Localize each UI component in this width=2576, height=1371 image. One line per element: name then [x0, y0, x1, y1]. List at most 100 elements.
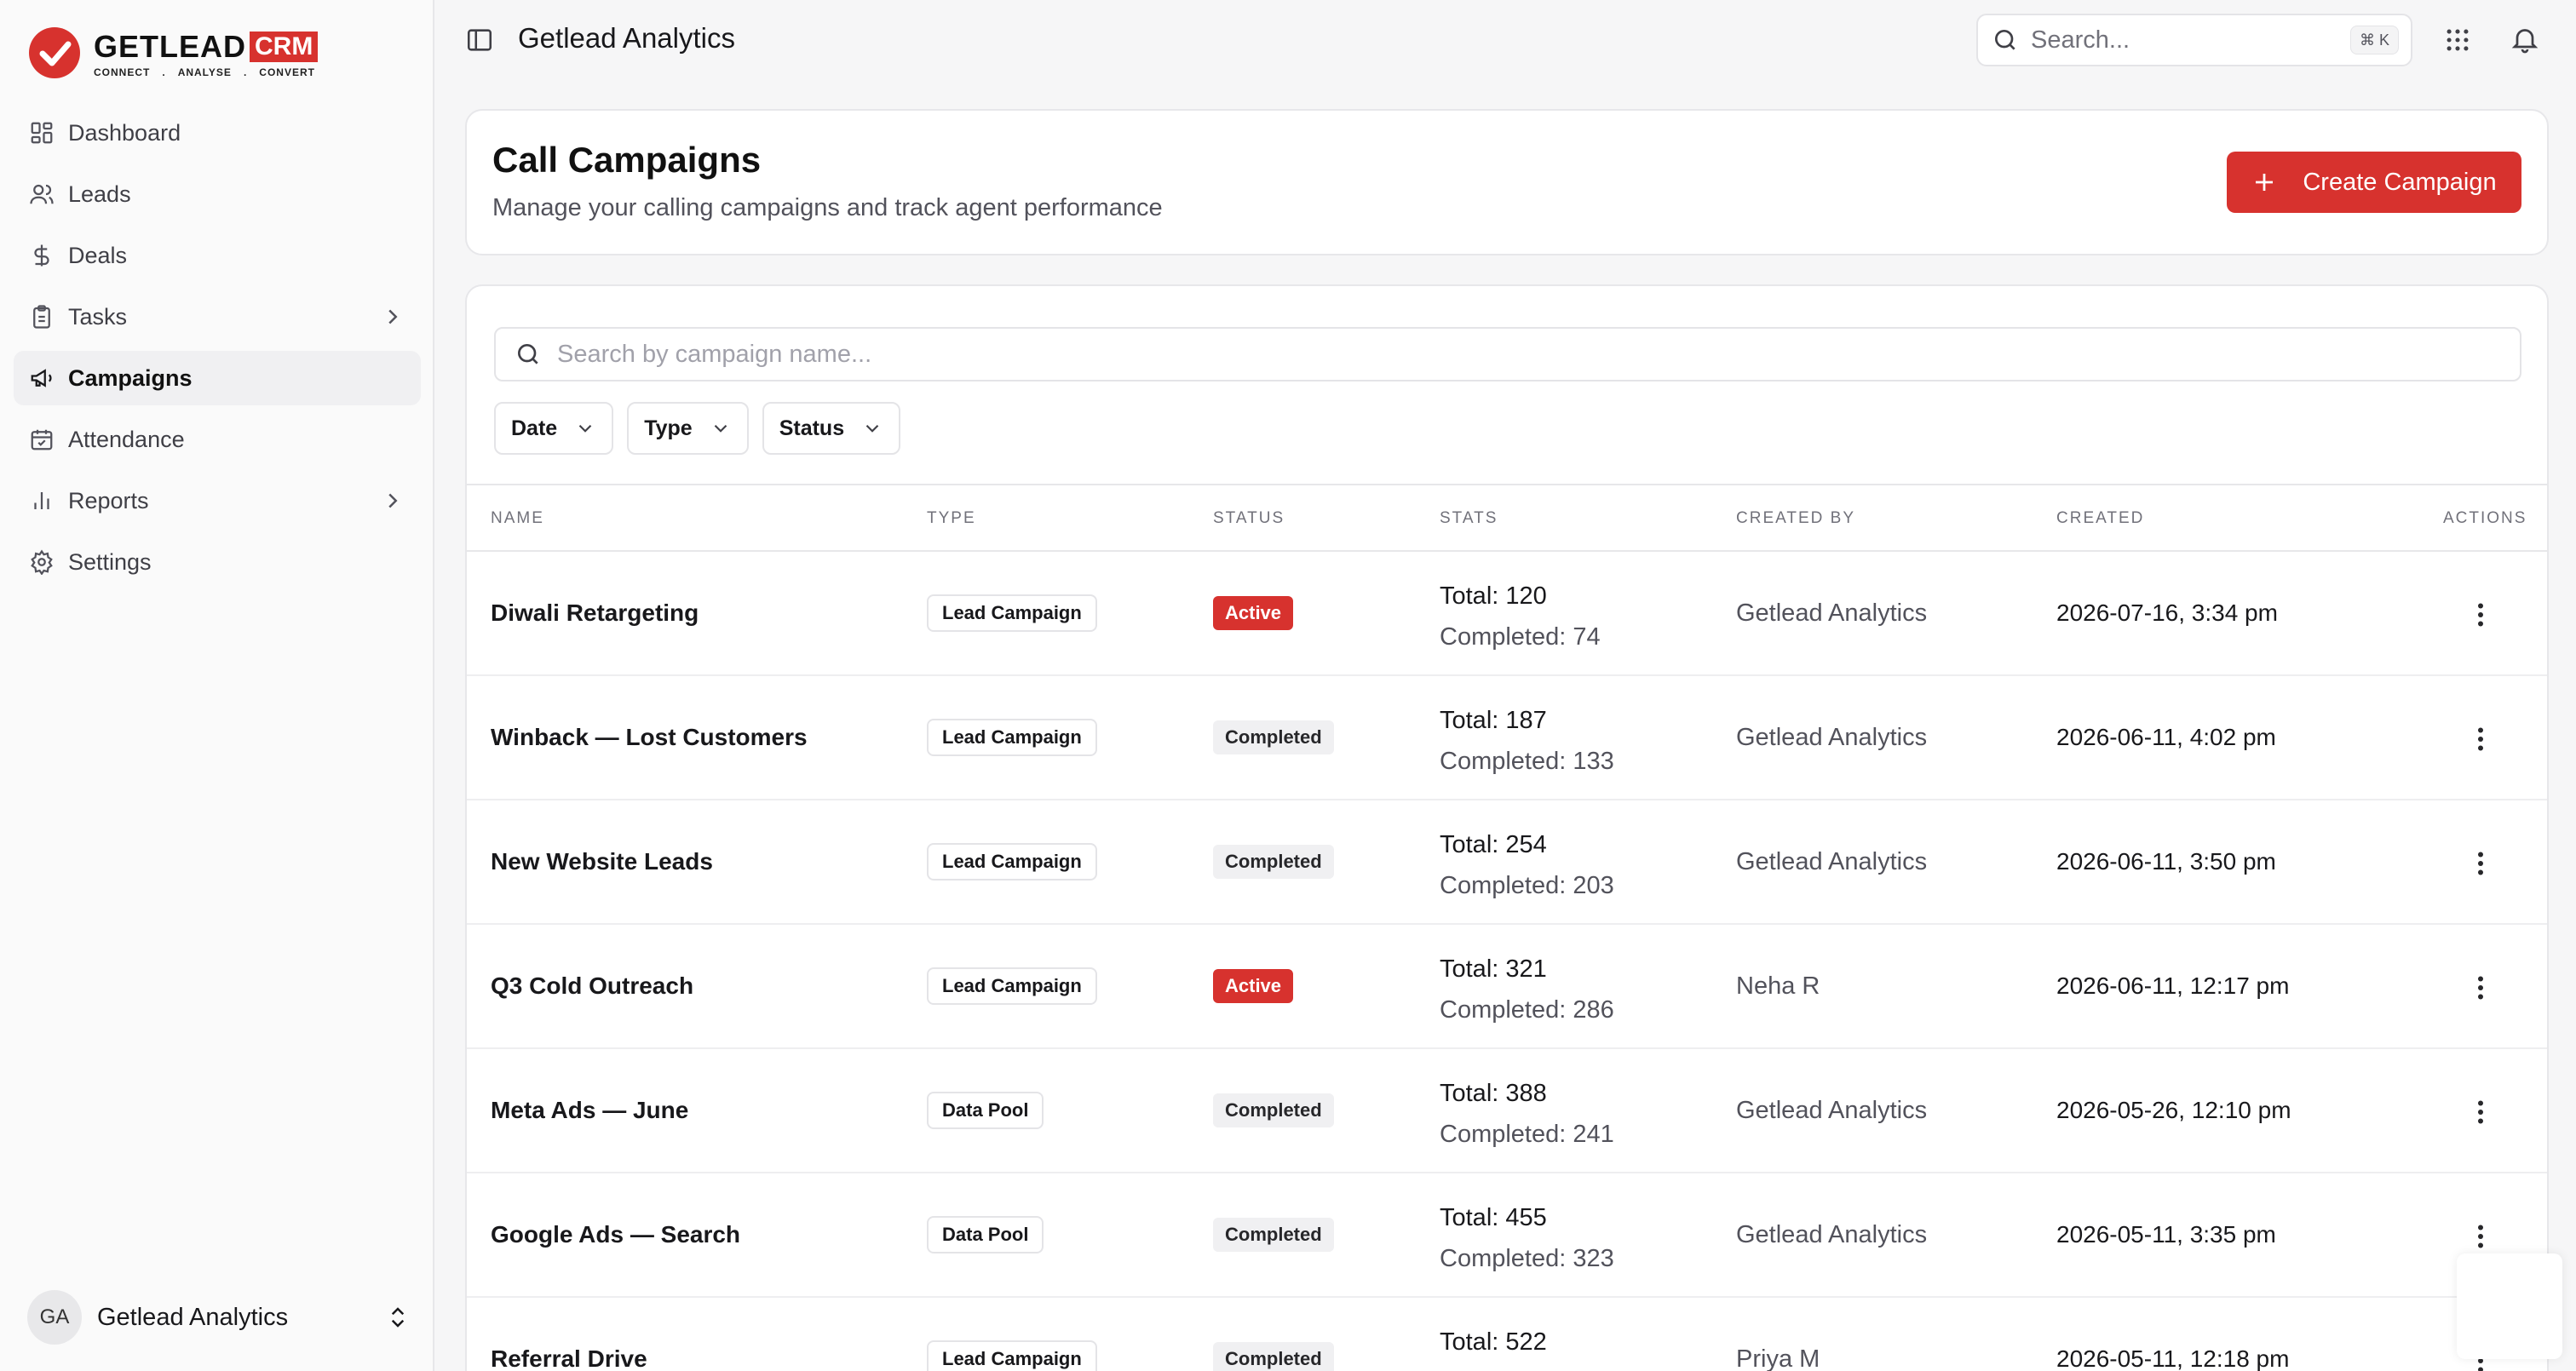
- campaign-stats: Total: 120 Completed: 74: [1440, 576, 1601, 657]
- campaign-stats: Total: 254 Completed: 203: [1440, 824, 1614, 906]
- column-header-actions: ACTIONS: [2443, 509, 2527, 527]
- bell-icon[interactable]: [2510, 24, 2540, 54]
- campaign-name[interactable]: Winback — Lost Customers: [491, 724, 808, 750]
- create-campaign-button[interactable]: Create Campaign: [2227, 152, 2521, 213]
- created-by: Neha R: [1736, 972, 1820, 1000]
- campaign-name[interactable]: Q3 Cold Outreach: [491, 972, 694, 999]
- chevron-down-icon: [714, 424, 727, 433]
- chevron-up-down-icon: [391, 1307, 405, 1328]
- campaign-type-badge: Lead Campaign: [927, 1340, 1097, 1371]
- clipboard-icon: [33, 305, 50, 329]
- more-vertical-icon[interactable]: [2465, 1221, 2496, 1252]
- campaign-type-badge: Lead Campaign: [927, 594, 1097, 632]
- created-by: Priya M: [1736, 1345, 1820, 1371]
- created-date: 2026-06-11, 12:17 pm: [2056, 972, 2290, 999]
- brand-name: GETLEAD: [94, 29, 247, 64]
- campaign-name[interactable]: Google Ads — Search: [491, 1221, 741, 1248]
- sidebar-item-tasks[interactable]: Tasks: [14, 290, 421, 344]
- sidebar-item-label: Deals: [68, 242, 128, 268]
- campaign-stats: Total: 321 Completed: 286: [1440, 949, 1614, 1030]
- page-subtitle: Manage your calling campaigns and track …: [492, 194, 1163, 221]
- stats-total: Total: 388: [1440, 1080, 1547, 1107]
- campaign-type-badge: Lead Campaign: [927, 967, 1097, 1005]
- column-header-created[interactable]: CREATED: [2056, 509, 2145, 527]
- brand-tagline: CONNECT . ANALYSE . CONVERT: [94, 66, 315, 78]
- campaign-name[interactable]: Diwali Retargeting: [491, 599, 699, 626]
- chevron-down-icon: [578, 424, 592, 433]
- column-header-type[interactable]: TYPE: [927, 509, 976, 527]
- campaign-stats: Total: 455 Completed: 323: [1440, 1197, 1614, 1279]
- more-vertical-icon[interactable]: [2465, 848, 2496, 879]
- brand-badge: CRM: [250, 32, 319, 62]
- table-row[interactable]: New Website Leads Lead Campaign Completed T…: [467, 800, 2547, 925]
- create-campaign-label: Create Campaign: [2303, 168, 2497, 196]
- sidebar-item-label: Attendance: [68, 426, 185, 452]
- sidebar-item-label: Settings: [68, 548, 152, 575]
- users-icon: [30, 184, 54, 204]
- sidebar-item-reports[interactable]: Reports: [14, 473, 421, 528]
- stats-total: Total: 455: [1440, 1204, 1547, 1231]
- campaign-type-badge: Lead Campaign: [927, 843, 1097, 881]
- campaign-name[interactable]: Referral Drive: [491, 1345, 647, 1371]
- sidebar-item-dashboard[interactable]: Dashboard: [14, 106, 421, 160]
- floating-widget[interactable]: [2457, 1253, 2562, 1359]
- status-badge: Completed: [1213, 845, 1334, 879]
- campaign-name[interactable]: New Website Leads: [491, 848, 713, 875]
- brand-logo[interactable]: GETLEAD CRM CONNECT . ANALYSE . CONVERT: [29, 27, 319, 78]
- campaign-name[interactable]: Meta Ads — June: [491, 1097, 689, 1123]
- user-menu[interactable]: GA Getlead Analytics: [27, 1289, 411, 1345]
- created-date: 2026-05-26, 12:10 pm: [2056, 1097, 2291, 1123]
- campaign-type-badge: Lead Campaign: [927, 719, 1097, 756]
- filter-date[interactable]: Date: [494, 402, 614, 455]
- campaign-stats: Total: 388 Completed: 241: [1440, 1073, 1614, 1155]
- sidebar-item-label: Campaigns: [68, 364, 193, 391]
- campaigns-table: NAME TYPE STATUS STATS CREATED BY CREATE…: [467, 484, 2547, 1371]
- campaign-search-placeholder: Search by campaign name...: [557, 340, 872, 368]
- stats-total: Total: 321: [1440, 955, 1547, 983]
- created-by: Getlead Analytics: [1736, 1221, 1928, 1248]
- sidebar-item-deals[interactable]: Deals: [14, 228, 421, 283]
- sidebar-item-leads[interactable]: Leads: [14, 167, 421, 221]
- filter-type[interactable]: Type: [627, 402, 749, 455]
- checkmark-logo-icon: [29, 27, 80, 78]
- created-date: 2026-05-11, 12:18 pm: [2056, 1345, 2290, 1371]
- more-vertical-icon[interactable]: [2465, 1097, 2496, 1127]
- sidebar-item-label: Leads: [68, 181, 131, 207]
- status-badge: Completed: [1213, 1342, 1334, 1371]
- apps-grid-icon[interactable]: [2443, 26, 2472, 54]
- campaign-stats: Total: 187 Completed: 133: [1440, 700, 1614, 782]
- column-header-status[interactable]: STATUS: [1213, 509, 1285, 527]
- sidebar-item-campaigns[interactable]: Campaigns: [14, 351, 421, 405]
- more-vertical-icon[interactable]: [2465, 724, 2496, 754]
- sidebar-item-label: Reports: [68, 487, 149, 513]
- column-header-created-by[interactable]: CREATED BY: [1736, 509, 1856, 527]
- user-name: Getlead Analytics: [97, 1303, 289, 1331]
- table-row[interactable]: Q3 Cold Outreach Lead Campaign Active Total…: [467, 925, 2547, 1049]
- dashboard-grid-icon: [31, 122, 53, 144]
- created-date: 2026-06-11, 3:50 pm: [2056, 848, 2276, 875]
- table-body: Diwali Retargeting Lead Campaign Active Tot…: [467, 552, 2547, 1371]
- column-header-name[interactable]: NAME: [491, 509, 544, 527]
- global-search-input[interactable]: Search... ⌘ K: [1976, 14, 2412, 66]
- table-row[interactable]: Meta Ads — June Data Pool Completed Total: …: [467, 1049, 2547, 1173]
- bar-chart-icon: [34, 492, 49, 509]
- table-row[interactable]: Referral Drive Lead Campaign Completed Tota…: [467, 1298, 2547, 1371]
- status-badge: Completed: [1213, 1093, 1334, 1127]
- filter-status[interactable]: Status: [762, 402, 901, 455]
- sidebar: GETLEAD CRM CONNECT . ANALYSE . CONVERT …: [0, 0, 434, 1371]
- filter-bar: Date Type Status: [494, 402, 901, 455]
- sidebar-toggle-icon[interactable]: [465, 26, 494, 54]
- table-row[interactable]: Diwali Retargeting Lead Campaign Active Tot…: [467, 552, 2547, 676]
- created-by: Getlead Analytics: [1736, 1097, 1928, 1124]
- column-header-stats[interactable]: STATS: [1440, 509, 1498, 527]
- campaign-search-input[interactable]: Search by campaign name...: [494, 327, 2521, 381]
- keyboard-shortcut-badge: ⌘ K: [2349, 26, 2399, 54]
- more-vertical-icon[interactable]: [2465, 599, 2496, 630]
- table-row[interactable]: Winback — Lost Customers Lead Campaign Com…: [467, 676, 2547, 800]
- table-row[interactable]: Google Ads — Search Data Pool Completed Tot…: [467, 1173, 2547, 1298]
- sidebar-item-attendance[interactable]: Attendance: [14, 412, 421, 467]
- sidebar-item-settings[interactable]: Settings: [14, 535, 421, 589]
- workspace-title: Getlead Analytics: [518, 22, 735, 54]
- chevron-right-icon: [388, 309, 398, 324]
- more-vertical-icon[interactable]: [2465, 972, 2496, 1003]
